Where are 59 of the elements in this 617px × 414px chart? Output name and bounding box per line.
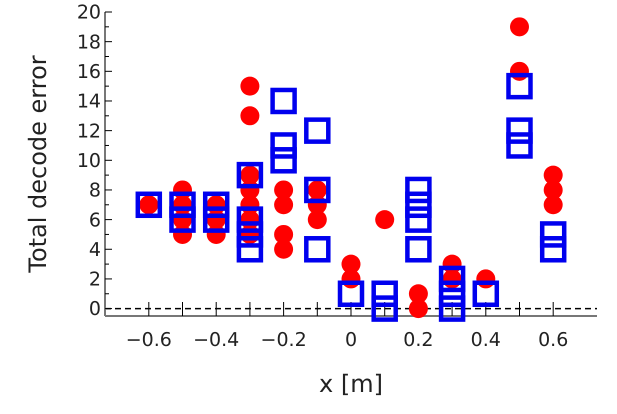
point <box>405 206 432 233</box>
x-axis-title: x [m] <box>319 370 383 398</box>
point <box>506 72 533 100</box>
x-tick-label: −0.4 <box>193 329 240 351</box>
point <box>405 192 432 218</box>
y-axis-title: Total decode error <box>24 55 52 274</box>
point <box>236 162 264 188</box>
point <box>136 192 162 218</box>
y-tick-label: 2 <box>88 268 101 291</box>
point <box>270 88 297 114</box>
point <box>270 147 297 174</box>
y-tick-label: 12 <box>76 120 101 142</box>
y-tick-label: 20 <box>76 2 101 24</box>
point <box>202 206 230 233</box>
point <box>540 236 566 263</box>
y-tick-label: 8 <box>88 180 101 202</box>
point <box>506 132 533 159</box>
point <box>304 117 331 144</box>
point <box>438 266 466 292</box>
point <box>274 195 294 214</box>
point <box>274 240 294 259</box>
y-tick-label: 6 <box>88 209 101 232</box>
point <box>270 132 297 159</box>
point <box>544 195 563 214</box>
point <box>236 206 264 233</box>
x-tick-label: 0.4 <box>470 329 501 351</box>
point <box>169 192 196 218</box>
point <box>202 192 230 218</box>
point <box>169 206 196 233</box>
point <box>408 299 428 318</box>
y-tick-label: 18 <box>76 31 101 54</box>
y-tick-label: 10 <box>76 150 101 172</box>
point <box>371 295 398 322</box>
point <box>540 221 566 248</box>
y-tick-label: 14 <box>76 90 101 113</box>
point <box>375 210 394 230</box>
point <box>240 106 260 126</box>
point <box>506 117 533 144</box>
point <box>308 210 327 230</box>
x-tick-label: 0 <box>344 329 358 351</box>
point <box>405 176 432 204</box>
y-tick-label: 16 <box>76 60 101 83</box>
point <box>405 236 432 263</box>
point <box>236 221 264 248</box>
point <box>236 236 264 263</box>
y-tick-label: 4 <box>88 238 101 261</box>
point <box>472 280 500 308</box>
point <box>240 76 260 96</box>
x-tick-label: 0.6 <box>538 329 568 351</box>
point <box>438 295 466 322</box>
x-tick-label: −0.2 <box>260 329 307 351</box>
point <box>510 17 529 36</box>
point <box>304 236 331 263</box>
x-tick-label: −0.6 <box>126 329 172 351</box>
point <box>304 176 331 204</box>
point <box>338 280 364 308</box>
y-tick-label: 0 <box>88 298 101 320</box>
x-tick-label: 0.2 <box>403 329 434 351</box>
point <box>371 280 398 308</box>
